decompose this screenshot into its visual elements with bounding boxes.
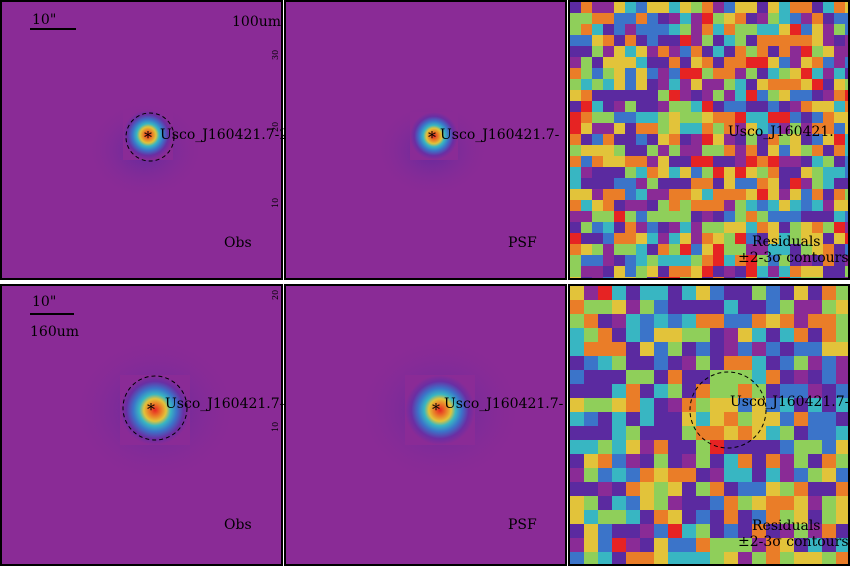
y-tick-label: 10 (271, 422, 280, 432)
panel-label: Obs (224, 235, 252, 251)
scale-bar-label: 10" (32, 294, 56, 310)
panel-160um-residuals: Usco_J160421.7- Residuals ±2-3σ contours (568, 284, 850, 566)
target-label: Usco_J160421.7-2 (160, 127, 288, 143)
y-tick-label: 20 (271, 122, 280, 132)
panel-160um-obs: * 10" 160um Usco_J160421.7- Obs (0, 284, 285, 566)
y-tick-label: 10 (271, 198, 280, 208)
star-marker: * (147, 400, 155, 419)
y-tick-label: 20 (271, 290, 280, 300)
target-label: Usco_J160421.7- (444, 396, 564, 412)
star-marker: * (432, 400, 440, 419)
band-label: 100um (232, 14, 281, 30)
panel-label-contours: ±2-3σ contours (738, 250, 849, 266)
band-label: 160um (30, 324, 79, 340)
panel-label: PSF (508, 517, 537, 533)
panel-label: Residuals (752, 234, 820, 250)
target-label: Usco_J160421.7- (730, 394, 850, 410)
y-tick-label: 30 (271, 50, 280, 60)
panel-label: PSF (508, 235, 537, 251)
star-marker: * (144, 128, 152, 147)
residual-noise-map (570, 286, 848, 564)
residual-noise-map (570, 2, 848, 278)
panel-label: Residuals (752, 518, 820, 534)
target-label: Usco_J160421.7- (165, 396, 285, 412)
scale-bar-label: 10" (32, 12, 56, 28)
panel-100um-psf: * Usco_J160421.7- PSF 30 20 10 (271, 0, 567, 280)
panel-label: Obs (224, 517, 252, 533)
panel-160um-psf: * Usco_J160421.7- PSF 20 10 (271, 284, 567, 566)
panel-100um-residuals: Usco_J160421. Residuals ±2-3σ contours (568, 0, 850, 280)
star-marker: * (428, 128, 436, 147)
target-label: Usco_J160421. (728, 124, 834, 140)
target-label: Usco_J160421.7- (440, 127, 560, 143)
panel-100um-obs: * 10" 100um Usco_J160421.7-2 Obs (0, 0, 288, 280)
panel-label-contours: ±2-3σ contours (738, 534, 849, 550)
